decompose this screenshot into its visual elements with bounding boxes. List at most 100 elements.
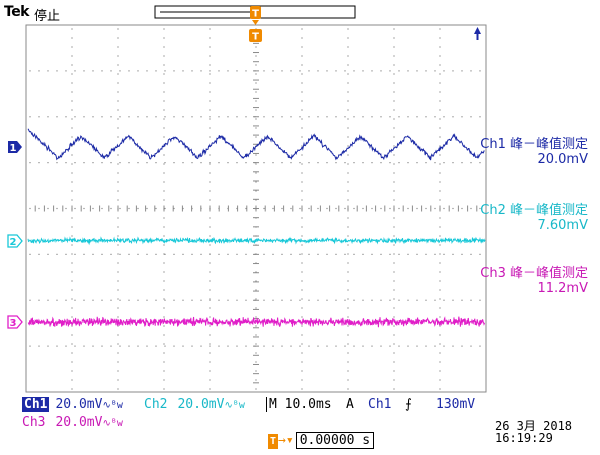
grid-dot bbox=[335, 116, 337, 118]
grid-dot bbox=[317, 207, 319, 210]
grid-dot bbox=[163, 307, 165, 309]
grid-dot bbox=[163, 271, 165, 273]
grid-dot bbox=[117, 262, 119, 264]
arrow-right-icon: →▾ bbox=[278, 433, 294, 448]
grid-dot bbox=[164, 162, 166, 164]
grid-dot bbox=[263, 207, 265, 210]
grid-dot bbox=[407, 299, 409, 301]
ch1-measurement[interactable]: Ch1 峰－峰值测定 20.0mV bbox=[480, 137, 588, 167]
grid-dot bbox=[209, 271, 211, 273]
grid-dot bbox=[255, 199, 257, 201]
grid-dot bbox=[163, 334, 165, 336]
grid-dot bbox=[92, 253, 94, 255]
svg-text:T: T bbox=[252, 32, 259, 43]
grid-dot bbox=[117, 289, 119, 291]
grid-dot bbox=[209, 299, 211, 301]
grid-dot bbox=[301, 181, 303, 183]
grid-dot bbox=[71, 352, 73, 354]
grid-dot bbox=[209, 226, 211, 228]
ch2-ground-marker[interactable]: 2 bbox=[7, 234, 23, 248]
ch3-ground-marker[interactable]: 3 bbox=[7, 315, 23, 329]
ch2-measurement[interactable]: Ch2 峰－峰值测定 7.60mV bbox=[480, 203, 588, 233]
grid-dot bbox=[407, 70, 409, 72]
grid-dot bbox=[110, 345, 112, 347]
grid-dot bbox=[117, 64, 119, 66]
grid-dot bbox=[308, 162, 310, 164]
grid-dot bbox=[209, 325, 211, 327]
grid-dot bbox=[347, 91, 349, 93]
grid-dot bbox=[461, 345, 463, 347]
grid-dot bbox=[163, 100, 165, 102]
grid-dot bbox=[299, 299, 301, 301]
grid-dot bbox=[227, 116, 229, 118]
ch3-scale-readout[interactable]: Ch3 20.0mV∿ᴮw bbox=[22, 415, 123, 430]
grid-dot bbox=[173, 207, 175, 210]
grid-dot bbox=[245, 70, 247, 72]
ch1-readout-label: Ch1 bbox=[22, 397, 50, 412]
grid-dot bbox=[182, 345, 184, 347]
grid-dot bbox=[236, 116, 238, 118]
grid-dot bbox=[71, 37, 73, 39]
grid-dot bbox=[393, 334, 395, 336]
grid-dot bbox=[301, 28, 303, 30]
trigger-source[interactable]: Ch1 bbox=[368, 397, 392, 412]
ch2-scale-readout[interactable]: Ch2 20.0mV∿ᴮw bbox=[144, 397, 245, 412]
grid-dot bbox=[301, 64, 303, 66]
grid-dot bbox=[163, 55, 165, 57]
trigger-position-readout[interactable]: T →▾ 0.00000 s bbox=[268, 432, 375, 449]
grid-dot bbox=[163, 226, 165, 228]
grid-dot bbox=[281, 253, 283, 255]
grid-dot bbox=[393, 64, 395, 66]
grid-dot bbox=[439, 91, 441, 93]
grid-dot bbox=[439, 73, 441, 75]
grid-dot bbox=[317, 345, 319, 347]
ch3-measurement[interactable]: Ch3 峰－峰值测定 11.2mV bbox=[480, 266, 588, 296]
grid-dot bbox=[281, 162, 283, 164]
grid-dot bbox=[209, 345, 211, 347]
trigger-level-arrow-icon[interactable] bbox=[474, 27, 481, 40]
grid-dot bbox=[38, 162, 40, 164]
grid-dot bbox=[71, 55, 73, 57]
grid-dot bbox=[380, 207, 382, 210]
grid-dot bbox=[301, 55, 303, 57]
grid-dot bbox=[470, 116, 472, 118]
grid-dot bbox=[255, 307, 257, 309]
ch1-ground-marker[interactable]: 1 bbox=[8, 141, 22, 154]
grid-dot bbox=[119, 299, 121, 301]
trigger-mode[interactable]: A bbox=[346, 397, 354, 412]
grid-dot bbox=[393, 235, 395, 237]
grid-dot bbox=[335, 299, 337, 301]
grid-dot bbox=[117, 325, 119, 327]
grid-dot bbox=[71, 136, 73, 138]
trigger-level[interactable]: 130mV bbox=[436, 397, 476, 412]
grid-dot bbox=[439, 343, 441, 345]
grid-dot bbox=[209, 154, 211, 156]
grid-dot bbox=[137, 70, 139, 72]
grid-dot bbox=[299, 116, 301, 118]
grid-dot bbox=[439, 172, 441, 174]
grid-dot bbox=[439, 136, 441, 138]
trigger-position-marker[interactable]: T T bbox=[249, 6, 262, 43]
grid-dot bbox=[380, 299, 382, 301]
ch3-waveform bbox=[27, 316, 486, 328]
graticule bbox=[25, 24, 487, 393]
grid-dot bbox=[308, 345, 310, 347]
grid-dot bbox=[71, 73, 73, 75]
grid-dot bbox=[301, 226, 303, 228]
grid-dot bbox=[71, 100, 73, 102]
grid-dot bbox=[83, 345, 85, 347]
grid-dot bbox=[117, 334, 119, 336]
grid-dot bbox=[389, 253, 391, 255]
ch1-scale-readout[interactable]: Ch1 20.0mV∿ᴮw bbox=[22, 397, 123, 412]
grid-dot bbox=[301, 217, 303, 219]
timebase-readout[interactable]: M 10.0ms bbox=[266, 397, 332, 412]
grid-dot bbox=[393, 154, 395, 156]
grid-dot bbox=[209, 289, 211, 291]
grid-dot bbox=[128, 345, 130, 347]
svg-text:2: 2 bbox=[10, 237, 17, 248]
grid-dot bbox=[301, 289, 303, 291]
grid-dot bbox=[347, 163, 349, 165]
grid-dot bbox=[71, 388, 73, 390]
grid-dot bbox=[470, 253, 472, 255]
grid-dot bbox=[301, 37, 303, 39]
